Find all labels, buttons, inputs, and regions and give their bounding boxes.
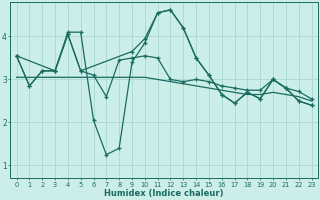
X-axis label: Humidex (Indice chaleur): Humidex (Indice chaleur) bbox=[104, 189, 224, 198]
